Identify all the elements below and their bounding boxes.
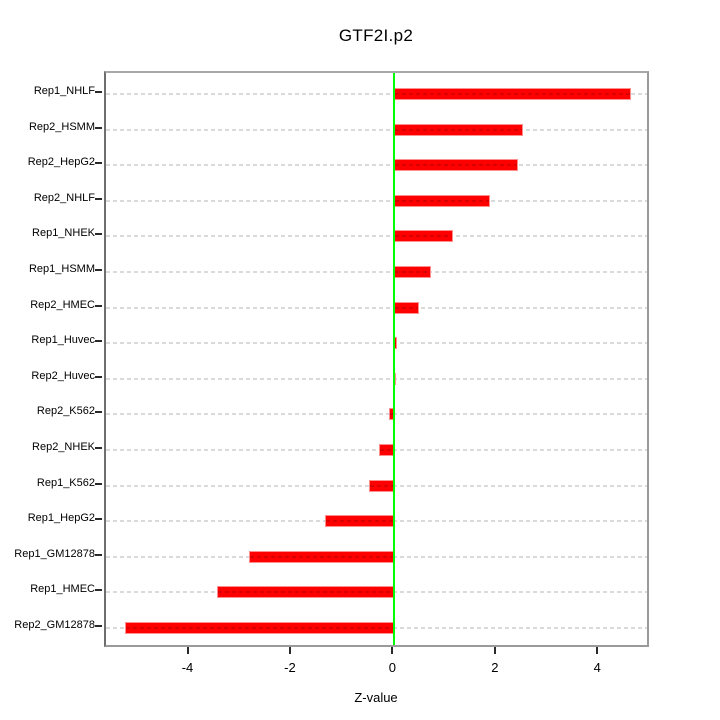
bar-Rep1_NHLF: [394, 88, 631, 100]
gridline: [105, 413, 647, 416]
bar-Rep1_HMEC: [217, 586, 395, 599]
y-label-Rep1_NHEK: Rep1_NHEK: [32, 227, 95, 240]
y-label-Rep1_NHLF: Rep1_NHLF: [33, 85, 95, 97]
x-tick-label--4: -4: [181, 660, 194, 675]
y-label-Rep1_K562: Rep1_K562: [36, 476, 95, 489]
gridline: [105, 93, 647, 95]
chart-title: GTF2I.p2: [338, 26, 414, 45]
y-tick: [95, 162, 102, 165]
y-label-Rep2_HepG2: Rep2_HepG2: [27, 156, 95, 169]
y-tick: [95, 553, 102, 556]
y-label-Rep2_Huvec: Rep2_Huvec: [31, 369, 95, 382]
y-label-Rep2_NHEK: Rep2_NHEK: [32, 441, 95, 453]
bar-Rep2_HepG2: [394, 159, 518, 172]
y-tick: [95, 482, 102, 485]
bar-grid-overlay: [395, 306, 418, 309]
bar-Rep1_GM12878: [248, 550, 395, 563]
bar-Rep1_NHEK: [394, 230, 453, 243]
x-tick-label-0: 0: [388, 660, 396, 675]
x-axis-title: Z-value: [354, 690, 398, 705]
bar-grid-overlay: [395, 342, 397, 345]
bar-grid-overlay: [249, 555, 394, 558]
gridline: [105, 271, 647, 273]
y-tick: [95, 197, 102, 200]
bar-Rep2_NHLF: [394, 194, 491, 207]
y-tick: [95, 340, 102, 343]
gridline: [105, 128, 647, 131]
bar-Rep1_HSMM: [394, 266, 432, 278]
y-tick: [95, 411, 102, 414]
gridline: [105, 449, 647, 451]
y-tick: [95, 126, 102, 129]
y-label-Rep2_HMEC: Rep2_HMEC: [30, 298, 95, 311]
y-tick: [95, 269, 102, 271]
plot-area: [103, 70, 649, 647]
y-tick: [95, 589, 102, 592]
bar-Rep2_GM12878: [124, 622, 395, 634]
bar-grid-overlay: [125, 627, 394, 629]
gridline: [105, 306, 647, 309]
gridline: [105, 342, 647, 345]
y-tick: [95, 304, 102, 307]
bar-grid-overlay: [395, 199, 490, 202]
x-tick: [596, 647, 599, 654]
bar-grid-overlay: [395, 271, 431, 273]
bar-grid-overlay: [326, 520, 394, 523]
gridline: [105, 199, 647, 202]
x-tick-label-4: 4: [593, 660, 601, 675]
y-label-Rep1_GM12878: Rep1_GM12878: [14, 547, 95, 560]
bar-grid-overlay: [218, 591, 394, 594]
bar-grid-overlay: [395, 235, 452, 238]
bar-grid-overlay: [390, 413, 394, 416]
gridline: [105, 164, 647, 167]
bar-grid-overlay: [380, 449, 394, 451]
y-label-Rep2_GM12878: Rep2_GM12878: [14, 619, 95, 631]
x-tick-label-2: 2: [491, 660, 499, 675]
plot-inner: [105, 72, 647, 645]
y-tick: [95, 233, 102, 236]
y-tick: [95, 518, 102, 521]
x-tick: [493, 647, 496, 654]
y-label-Rep1_HSMM: Rep1_HSMM: [28, 263, 95, 275]
bar-Rep2_HSMM: [394, 123, 524, 136]
x-tick-label--2: -2: [284, 660, 296, 675]
y-label-Rep1_Huvec: Rep1_Huvec: [31, 334, 95, 347]
bar-Rep2_NHEK: [379, 444, 395, 456]
y-label-Rep2_HSMM: Rep2_HSMM: [28, 120, 95, 133]
bar-grid-overlay: [395, 128, 523, 131]
bar-Rep1_HepG2: [325, 515, 395, 528]
bar-grid-overlay: [395, 164, 517, 167]
zero-reference-line: [393, 72, 396, 645]
y-label-Rep1_HMEC: Rep1_HMEC: [30, 583, 95, 596]
gridline: [105, 235, 647, 238]
y-tick: [95, 625, 102, 627]
y-tick: [95, 447, 102, 449]
y-label-Rep2_NHLF: Rep2_NHLF: [33, 191, 95, 204]
x-tick: [186, 647, 189, 654]
x-tick: [391, 647, 394, 654]
bar-Rep1_K562: [369, 479, 395, 492]
y-label-Rep2_K562: Rep2_K562: [36, 405, 95, 418]
gridline: [105, 377, 647, 380]
x-tick: [288, 647, 291, 654]
y-tick: [95, 91, 102, 93]
bar-grid-overlay: [395, 93, 630, 95]
bar-grid-overlay: [370, 484, 394, 487]
bar-Rep2_HMEC: [394, 301, 419, 314]
y-tick: [95, 375, 102, 378]
y-label-Rep1_HepG2: Rep1_HepG2: [27, 512, 95, 525]
